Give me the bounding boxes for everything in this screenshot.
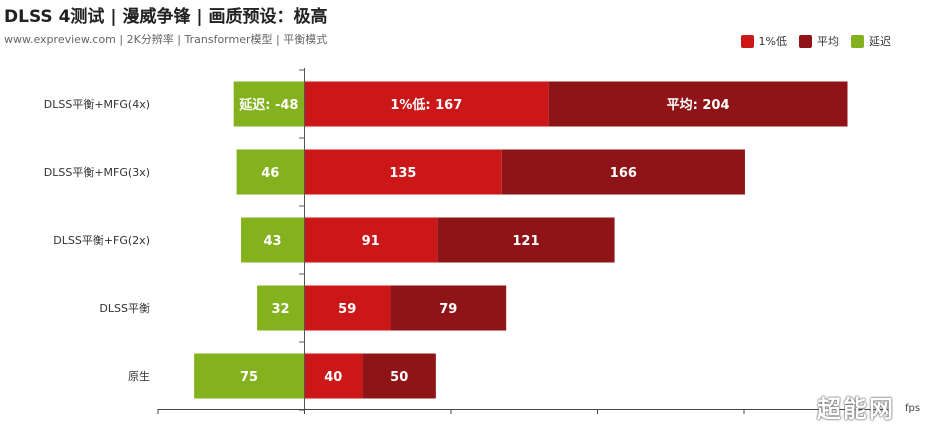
category-label: DLSS平衡+MFG(4x) — [44, 98, 150, 111]
data-label-average: 166 — [610, 166, 637, 181]
legend-swatch-average — [799, 34, 812, 48]
bar-latency — [194, 353, 304, 399]
bar-average — [390, 285, 507, 331]
bar-average — [548, 81, 848, 127]
legend-item-average[interactable]: 平均 — [799, 33, 839, 49]
data-label-average: 79 — [439, 302, 457, 317]
watermark: 超能网 — [817, 395, 895, 423]
bar-average — [437, 217, 615, 263]
bar-1pct-low — [304, 149, 502, 195]
data-label-1pct-low: 40 — [324, 370, 342, 385]
data-label-average: 50 — [390, 370, 408, 385]
data-label-1pct-low: 59 — [338, 302, 356, 317]
data-label-latency: 43 — [263, 234, 281, 249]
bar-latency — [241, 217, 304, 263]
bar-latency — [257, 285, 304, 331]
bar-1pct-low — [304, 285, 391, 331]
bar-latency — [236, 149, 304, 195]
legend-swatch-1pct-low — [740, 34, 754, 48]
data-label-average: 121 — [512, 234, 539, 249]
legend-swatch-latency — [851, 34, 864, 48]
legend-label-average: 平均 — [817, 35, 839, 48]
data-label-1pct-low: 91 — [362, 234, 380, 249]
category-label: DLSS平衡 — [99, 302, 150, 315]
data-label-latency: 延迟: -48 — [238, 97, 298, 113]
chart-subtitle: www.expreview.com | 2K分辨率 | Transformer模… — [4, 33, 328, 46]
data-label-latency: 75 — [240, 370, 258, 385]
data-label-latency: 46 — [261, 166, 279, 181]
bar-average — [362, 353, 436, 399]
bar-average — [501, 149, 745, 195]
data-label-1pct-low: 1%低: 167 — [390, 97, 462, 113]
data-label-average: 平均: 204 — [667, 97, 730, 113]
category-label: DLSS平衡+FG(2x) — [53, 234, 150, 247]
category-label: DLSS平衡+MFG(3x) — [44, 166, 150, 179]
legend-label-1pct-low: 1%低 — [758, 35, 787, 48]
legend: 1%低 平均 延迟 — [740, 33, 891, 49]
x-axis-label: fps — [905, 403, 920, 414]
legend-label-latency: 延迟 — [869, 35, 891, 48]
category-label: 原生 — [128, 369, 150, 383]
bar-latency — [233, 81, 304, 127]
bar-1pct-low — [304, 81, 549, 127]
data-label-latency: 32 — [272, 302, 290, 317]
legend-item-1pct-low[interactable]: 1%低 — [740, 33, 787, 49]
legend-item-latency[interactable]: 延迟 — [851, 33, 891, 49]
bar-1pct-low — [304, 217, 438, 263]
bar-1pct-low — [304, 353, 363, 399]
chart-title: DLSS 4测试 | 漫威争锋 | 画质预设：极高 — [4, 7, 328, 27]
data-label-1pct-low: 135 — [389, 166, 416, 181]
